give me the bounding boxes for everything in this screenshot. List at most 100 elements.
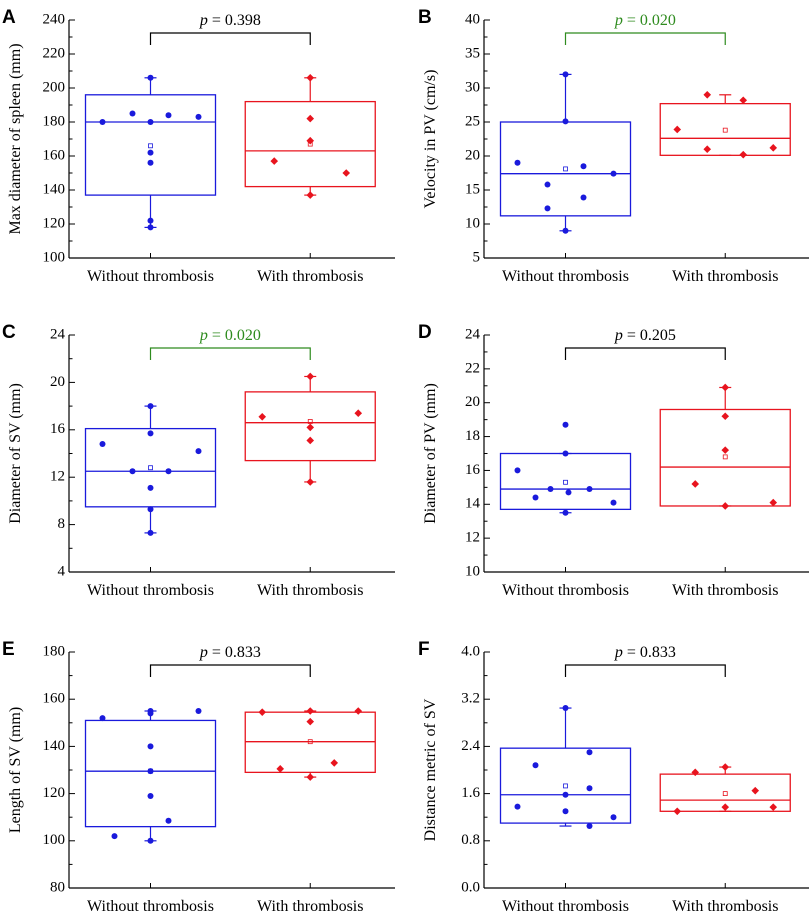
data-point bbox=[147, 710, 154, 717]
significance-bracket bbox=[564, 32, 726, 45]
data-point bbox=[562, 118, 569, 125]
y-tick-label: 180 bbox=[43, 113, 66, 129]
data-point bbox=[562, 450, 569, 457]
mean-marker bbox=[722, 454, 728, 460]
y-tick-label: 35 bbox=[465, 45, 480, 61]
box-iqr bbox=[659, 408, 791, 507]
y-tick-label: 15 bbox=[465, 181, 480, 197]
data-point bbox=[562, 421, 569, 428]
mean-marker bbox=[722, 127, 728, 133]
data-point bbox=[703, 145, 712, 153]
category-label: Without thrombosis bbox=[87, 582, 214, 599]
p-symbol: p bbox=[614, 12, 623, 29]
data-point bbox=[195, 708, 202, 714]
p-value-label: p = 0.020 bbox=[199, 327, 261, 344]
data-point bbox=[769, 498, 778, 507]
data-point bbox=[195, 448, 202, 455]
panel-label: A bbox=[2, 7, 16, 28]
box-iqr bbox=[499, 747, 632, 824]
data-point bbox=[586, 749, 593, 756]
p-value-text: = 0.833 bbox=[208, 644, 261, 661]
panel-B: B 5 10 15 20 25 30 35 40 Without thrombosis With t… bbox=[418, 7, 809, 285]
box-group-with bbox=[244, 372, 376, 486]
data-point bbox=[147, 484, 154, 491]
y-tick-label: 25 bbox=[465, 113, 480, 129]
y-tick-label: 160 bbox=[43, 147, 66, 163]
data-point bbox=[306, 114, 315, 123]
p-value-label: p = 0.833 bbox=[614, 644, 676, 661]
box-iqr bbox=[84, 427, 217, 508]
data-point bbox=[532, 494, 539, 501]
data-point bbox=[562, 705, 569, 712]
data-point bbox=[165, 468, 172, 475]
data-point bbox=[739, 150, 748, 159]
data-point bbox=[514, 803, 521, 810]
significance-bracket bbox=[149, 32, 311, 45]
y-tick-label: 30 bbox=[465, 79, 480, 95]
y-tick-label: 5 bbox=[473, 249, 481, 265]
y-tick-label: 0.0 bbox=[461, 879, 480, 895]
box-iqr bbox=[499, 121, 632, 217]
data-point bbox=[751, 786, 760, 795]
p-symbol: p bbox=[199, 12, 208, 29]
y-tick-label: 0.8 bbox=[461, 832, 480, 848]
data-point bbox=[673, 807, 682, 816]
data-point bbox=[147, 837, 154, 844]
data-point bbox=[586, 486, 593, 493]
box-group-with bbox=[659, 383, 791, 510]
data-point bbox=[354, 409, 363, 418]
data-point bbox=[721, 412, 730, 421]
y-tick-label: 3.2 bbox=[461, 691, 480, 707]
data-point bbox=[562, 71, 569, 78]
y-tick-label: 200 bbox=[43, 79, 66, 95]
panels: A 100 120 140 160 180 200 220 240 Without thrombo… bbox=[2, 7, 809, 915]
data-point bbox=[691, 768, 700, 777]
panel-D: D 10 12 14 16 18 20 22 24 Without thrombosis With … bbox=[418, 322, 809, 599]
mean-marker bbox=[148, 143, 153, 149]
data-point bbox=[147, 403, 154, 410]
y-axis-title: Velocity in PV (cm/s) bbox=[422, 70, 439, 209]
category-label: Without thrombosis bbox=[502, 268, 629, 285]
data-point bbox=[580, 163, 587, 170]
category-label: Without thrombosis bbox=[502, 582, 629, 599]
box-group-without bbox=[84, 74, 217, 231]
y-tick-label: 16 bbox=[465, 462, 481, 478]
data-point bbox=[306, 478, 315, 486]
p-value-text: = 0.020 bbox=[208, 327, 261, 344]
data-point bbox=[514, 467, 521, 474]
data-point bbox=[270, 157, 279, 165]
y-tick-label: 16 bbox=[50, 421, 66, 437]
y-axis-title: Length of SV (mm) bbox=[7, 707, 24, 833]
y-tick-label: 4.0 bbox=[461, 643, 480, 659]
data-point bbox=[330, 759, 339, 767]
data-point bbox=[703, 91, 712, 99]
data-point bbox=[342, 169, 351, 177]
y-tick-label: 220 bbox=[43, 45, 66, 61]
y-tick-label: 120 bbox=[43, 785, 66, 801]
y-tick-label: 1.6 bbox=[461, 785, 480, 801]
data-point bbox=[147, 792, 154, 799]
data-point bbox=[721, 502, 730, 510]
data-point bbox=[586, 785, 593, 792]
box-group-with bbox=[659, 91, 791, 159]
data-point bbox=[562, 808, 569, 815]
data-point bbox=[547, 486, 554, 493]
data-point bbox=[769, 144, 778, 152]
data-point bbox=[721, 763, 730, 771]
data-point bbox=[147, 74, 154, 81]
data-point bbox=[691, 480, 700, 488]
data-point bbox=[147, 529, 154, 536]
y-tick-label: 2.4 bbox=[461, 738, 480, 754]
y-tick-label: 80 bbox=[50, 879, 65, 895]
box-group-with bbox=[244, 74, 376, 199]
panel-label: D bbox=[418, 322, 432, 343]
y-tick-label: 18 bbox=[465, 428, 480, 444]
data-point bbox=[354, 707, 363, 715]
y-tick-label: 20 bbox=[465, 147, 480, 163]
y-tick-label: 120 bbox=[43, 215, 66, 231]
data-point bbox=[306, 707, 315, 715]
y-tick-label: 22 bbox=[465, 360, 480, 376]
mean-marker bbox=[148, 465, 153, 471]
y-tick-label: 160 bbox=[43, 691, 66, 707]
panel-F: F 0.0 0.8 1.6 2.4 3.2 4.0 Without thrombosis Wit… bbox=[418, 639, 809, 915]
